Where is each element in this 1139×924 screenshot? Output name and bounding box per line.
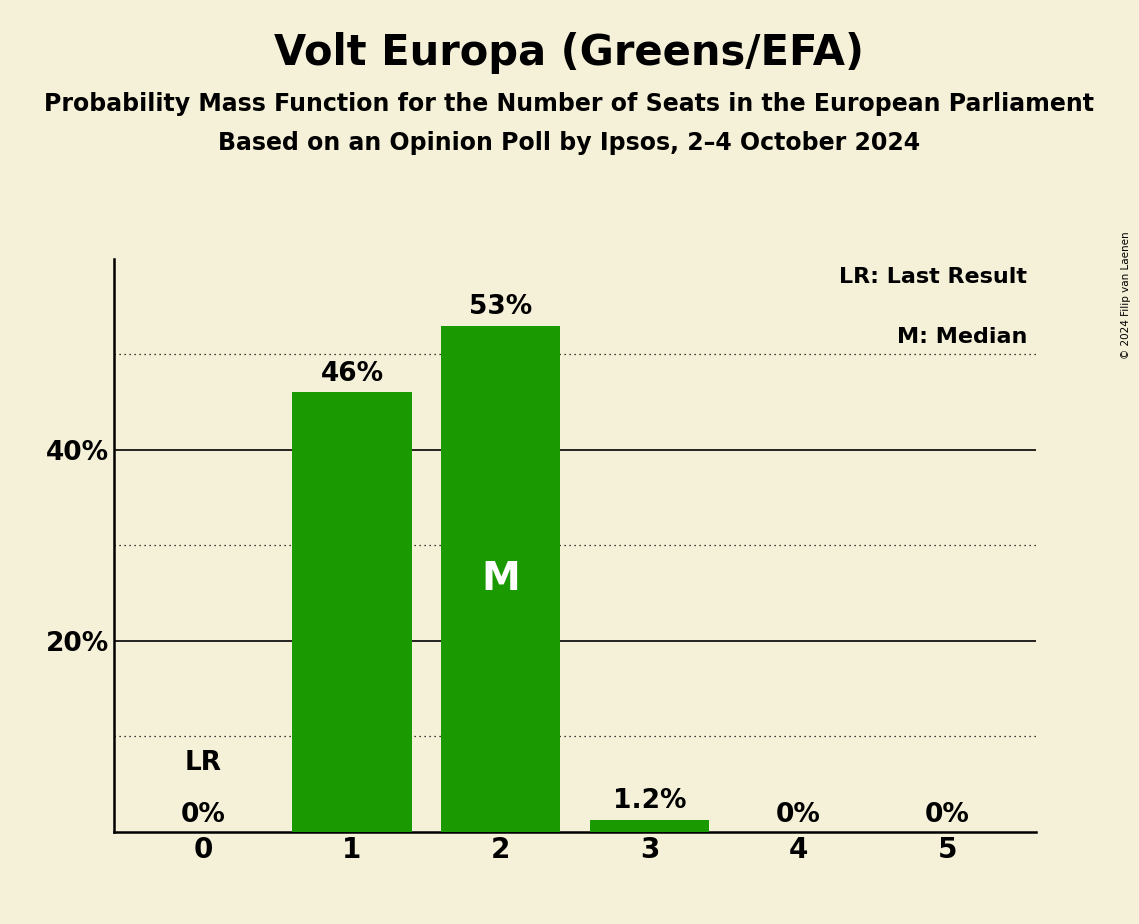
Bar	[293, 393, 411, 832]
Text: 46%: 46%	[320, 360, 384, 386]
Text: 0%: 0%	[181, 802, 226, 828]
Text: 53%: 53%	[469, 294, 532, 320]
Text: Based on an Opinion Poll by Ipsos, 2–4 October 2024: Based on an Opinion Poll by Ipsos, 2–4 O…	[219, 131, 920, 155]
Text: M: Median: M: Median	[896, 327, 1027, 347]
Text: LR: Last Result: LR: Last Result	[839, 267, 1027, 287]
Text: 1.2%: 1.2%	[613, 788, 687, 814]
Bar	[441, 325, 560, 832]
Text: © 2024 Filip van Laenen: © 2024 Filip van Laenen	[1121, 231, 1131, 359]
Text: Volt Europa (Greens/EFA): Volt Europa (Greens/EFA)	[274, 32, 865, 74]
Bar	[590, 821, 710, 832]
Text: 0%: 0%	[776, 802, 821, 828]
Text: LR: LR	[185, 750, 222, 776]
Text: M: M	[482, 560, 521, 598]
Text: 0%: 0%	[925, 802, 969, 828]
Text: Probability Mass Function for the Number of Seats in the European Parliament: Probability Mass Function for the Number…	[44, 92, 1095, 116]
